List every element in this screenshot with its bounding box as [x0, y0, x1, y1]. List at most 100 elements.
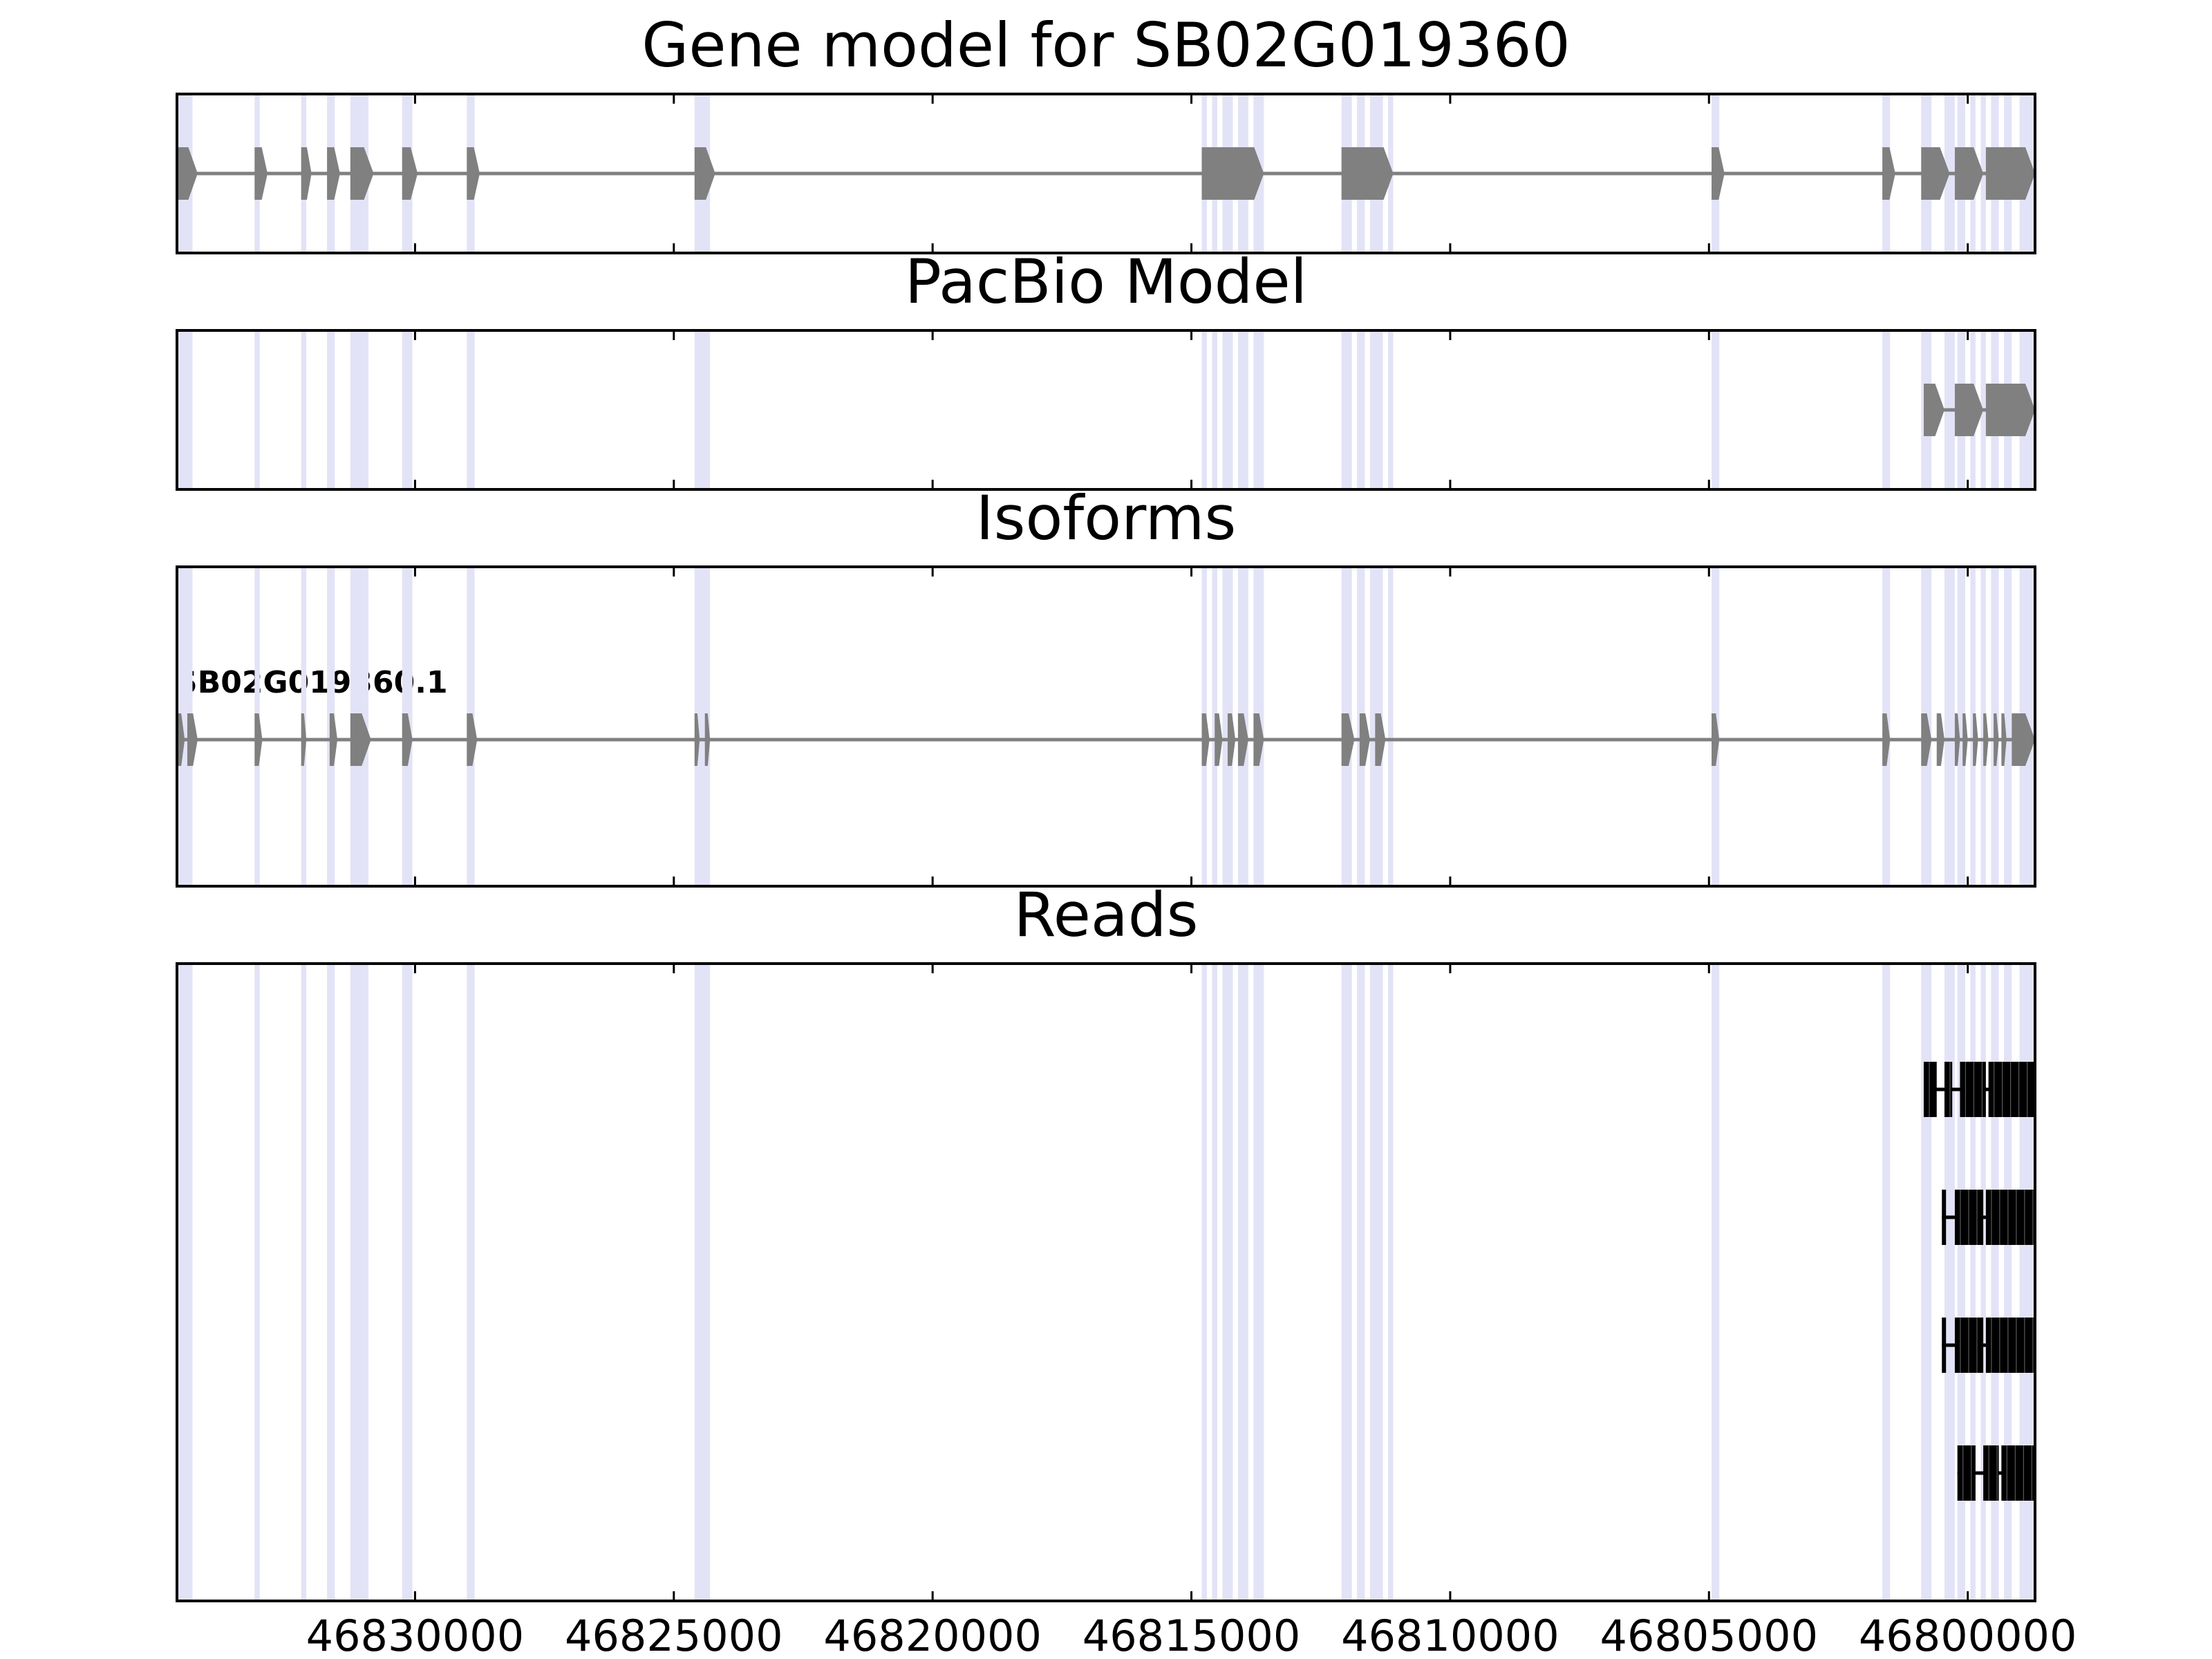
exon	[350, 147, 374, 200]
highlight-band	[1341, 330, 1352, 489]
highlight-band	[402, 964, 413, 1601]
panel-frame	[176, 329, 2036, 491]
highlight-band	[1357, 964, 1365, 1601]
exon	[1985, 147, 2035, 200]
highlight-band	[1201, 330, 1208, 489]
read-block	[2001, 1445, 2035, 1501]
read-block	[1985, 1318, 2035, 1373]
highlight-band	[1369, 964, 1383, 1601]
exon	[350, 713, 371, 766]
highlight-band	[1388, 964, 1394, 1601]
exon	[704, 713, 711, 766]
highlight-band	[1222, 330, 1233, 489]
highlight-band	[1253, 330, 1264, 489]
exon	[1712, 147, 1725, 200]
highlight-band	[1957, 964, 1965, 1601]
reads-title: Reads	[1014, 879, 1199, 950]
highlight-band	[1944, 567, 1955, 886]
exon	[254, 713, 263, 766]
highlight-band	[2004, 567, 2012, 886]
exon	[402, 713, 413, 766]
highlight-band	[1369, 330, 1383, 489]
highlight-band	[1944, 964, 1955, 1601]
exon	[1973, 713, 1978, 766]
isoforms-title: Isoforms	[976, 482, 1237, 554]
highlight-band	[694, 330, 711, 489]
panel-frame	[176, 565, 2036, 888]
exon	[1712, 713, 1720, 766]
pacbio-model-title: PacBio Model	[905, 246, 1307, 317]
highlight-band	[177, 330, 193, 489]
highlight-band	[467, 964, 475, 1601]
exon	[467, 713, 478, 766]
highlight-band	[327, 330, 335, 489]
read-block	[1988, 1062, 2035, 1117]
x-tick-label: 46805000	[1600, 1611, 1819, 1659]
exon	[187, 713, 198, 766]
highlight-band	[350, 330, 369, 489]
exon	[329, 713, 338, 766]
highlight-band	[350, 964, 369, 1601]
highlight-band	[1253, 964, 1264, 1601]
exon	[1341, 713, 1355, 766]
highlight-band	[694, 964, 711, 1601]
exon	[1954, 384, 1984, 436]
highlight-band	[1388, 567, 1394, 886]
read-block	[1944, 1062, 1953, 1117]
exon	[177, 147, 198, 200]
highlight-band	[2004, 964, 2012, 1601]
exon	[1954, 713, 1960, 766]
exon	[1954, 147, 1984, 200]
highlight-band	[467, 330, 475, 489]
highlight-band	[301, 330, 307, 489]
exon	[694, 147, 715, 200]
exon	[1924, 384, 1944, 436]
x-tick-label: 46800000	[1859, 1611, 2077, 1659]
exon	[1201, 147, 1264, 200]
highlight-band	[1237, 964, 1248, 1601]
highlight-band	[1882, 330, 1891, 489]
exon	[177, 713, 185, 766]
isoforms-panel: Isoforms SB02G019360.1	[176, 482, 2036, 888]
read-block	[1957, 1445, 1976, 1501]
exon	[1882, 713, 1891, 766]
exon	[2001, 713, 2007, 766]
exon	[1201, 713, 1210, 766]
highlight-band	[254, 330, 260, 489]
x-tick-label: 46825000	[565, 1611, 783, 1659]
exon	[1921, 713, 1932, 766]
highlight-band	[1212, 964, 1217, 1601]
read-block	[1954, 1318, 1984, 1373]
highlight-band	[1388, 330, 1394, 489]
x-tick-label: 46810000	[1341, 1611, 1559, 1659]
pacbio-model-panel: PacBio Model	[176, 246, 2036, 491]
gene-model-title: Gene model for SB02G019360	[641, 10, 1571, 81]
exon	[1985, 384, 2035, 436]
exon	[1994, 713, 1999, 766]
highlight-band	[1957, 567, 1965, 886]
exon	[2012, 713, 2035, 766]
panel-frame	[176, 962, 2036, 1602]
exon	[1341, 147, 1394, 200]
highlight-band	[254, 964, 260, 1601]
highlight-band	[1712, 964, 1720, 1601]
x-tick-label: 46830000	[306, 1611, 525, 1659]
highlight-band	[1980, 964, 1986, 1601]
highlight-band	[1991, 964, 1999, 1601]
reads-panel: Reads	[176, 879, 2036, 1602]
highlight-band	[1357, 330, 1365, 489]
x-axis: 46830000 46825000 46820000 46815000 46810000…	[306, 1611, 2077, 1659]
exon	[1882, 147, 1895, 200]
highlight-band	[2019, 964, 2035, 1601]
x-tick-label: 46820000	[823, 1611, 1042, 1659]
exon	[1253, 713, 1264, 766]
read-block	[1954, 1190, 1984, 1245]
exon	[1237, 713, 1248, 766]
highlight-band	[327, 964, 335, 1601]
exon	[1983, 713, 1989, 766]
highlight-band	[177, 964, 193, 1601]
highlight-band	[694, 567, 711, 886]
read-block	[1942, 1318, 1947, 1373]
exon	[1227, 713, 1236, 766]
